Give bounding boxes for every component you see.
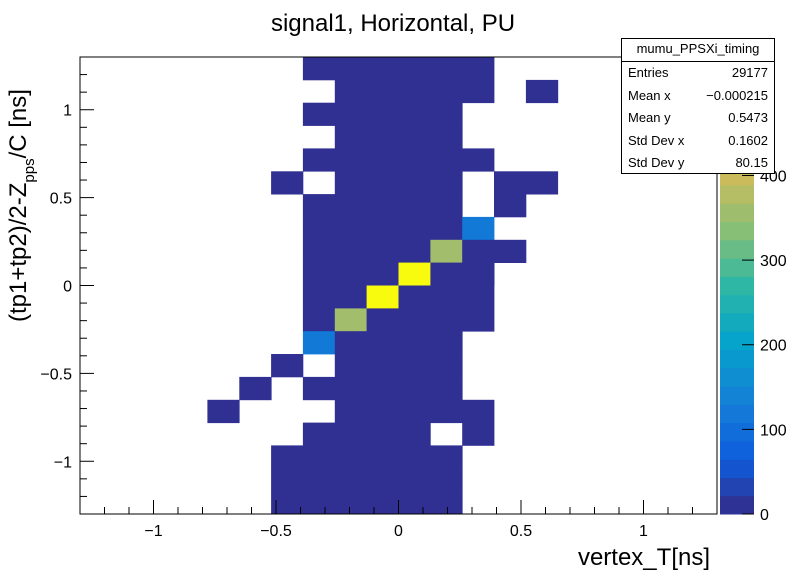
colorbar-tick-label: 300 (760, 253, 787, 270)
heatmap-bin (366, 308, 495, 332)
heatmap-bin (302, 422, 431, 446)
heatmap-bins (207, 57, 559, 515)
heatmap-bin (494, 171, 559, 195)
colorbar-segment (720, 386, 754, 405)
stats-label: Std Dev y (628, 155, 685, 171)
colorbar-segment (720, 349, 754, 369)
heatmap-bin (302, 376, 463, 401)
y-tick-label: −0.5 (40, 366, 72, 383)
stats-value: 29177 (731, 65, 768, 80)
y-axis-label-main: (tp1+tp2)/2-Z (5, 183, 32, 322)
stats-value: −0.000215 (706, 87, 768, 103)
stats-value: 80.15 (735, 155, 768, 171)
y-tick-label: 0.5 (50, 191, 72, 208)
heatmap-bin (302, 308, 336, 332)
stats-row-std-dev-x: Std Dev x 0.1602 (622, 130, 774, 153)
heatmap-bin (271, 468, 463, 492)
heatmap-bin (207, 399, 240, 424)
heatmap-bin (398, 262, 431, 286)
stats-value: 0.1602 (728, 132, 768, 148)
heatmap-bin (334, 354, 463, 378)
colorbar-segment (720, 294, 754, 314)
colorbar-segment (720, 239, 754, 259)
stats-label: Std Dev x (628, 132, 685, 148)
heatmap-bin (302, 102, 463, 126)
heatmap-bin (334, 125, 463, 149)
stats-label: Mean y (628, 110, 671, 126)
colorbar-segment (720, 312, 754, 332)
stats-label: Entries (628, 65, 669, 80)
colorbar-segment (720, 221, 754, 241)
y-axis-label: (tp1+tp2)/2-Zpps/C [ns] (5, 89, 38, 322)
stats-row-mean-y: Mean y 0.5473 (622, 107, 774, 130)
colorbar-segment (720, 185, 754, 204)
heatmap-bin (302, 194, 463, 218)
y-axis: −1 −0.5 0 0.5 1 (40, 56, 94, 515)
stats-row-std-dev-y: Std Dev y 80.15 (622, 152, 774, 175)
x-axis: −1 −0.5 0 0.5 1 (79, 500, 718, 540)
stats-value: 0.5473 (728, 110, 768, 126)
heatmap-bin (494, 194, 527, 218)
heatmap-bin (302, 57, 495, 81)
y-tick-label: 0 (63, 279, 72, 296)
colorbar-segment (720, 331, 754, 350)
chart-title: signal1, Horizontal, PU (271, 10, 515, 37)
y-axis-label-suffix: /C [ns] (5, 89, 32, 158)
heatmap-bin (525, 79, 559, 104)
heatmap-bin (271, 171, 304, 195)
heatmap-bin (302, 148, 495, 172)
heatmap-bin (302, 285, 367, 309)
svg-text:(tp1+tp2)/2-Zpps/C [ns]: (tp1+tp2)/2-Zpps/C [ns] (5, 89, 38, 322)
heatmap-bin (462, 422, 495, 446)
heatmap-bin (239, 376, 272, 401)
heatmap-bin (334, 308, 367, 332)
heatmap-bin (334, 331, 463, 355)
x-tick-label: 1 (639, 523, 648, 540)
heatmap-bin (302, 239, 431, 263)
colorbar-tick-label: 200 (760, 338, 787, 355)
heatmap-bin (302, 331, 336, 355)
x-tick-label: 0 (394, 523, 403, 540)
colorbar-segment (720, 203, 754, 222)
colorbar-segment (720, 276, 754, 296)
stats-row-entries: Entries 29177 (622, 62, 774, 85)
x-tick-label: −0.5 (260, 523, 292, 540)
heatmap-bin (366, 285, 399, 309)
heatmap-bin (398, 285, 495, 309)
heatmap-bin (462, 216, 495, 241)
heatmap-bin (271, 354, 304, 378)
x-tick-label: 0.5 (510, 523, 532, 540)
colorbar-segment (720, 477, 754, 497)
heatmap-bin (334, 171, 463, 195)
y-axis-label-subscript: pps (21, 158, 38, 182)
stats-title: mumu_PPSXi_timing (622, 39, 774, 62)
stats-row-mean-x: Mean x −0.000215 (622, 85, 774, 108)
heatmap-bin (334, 79, 495, 104)
colorbar-segment (720, 459, 754, 478)
colorbar-segment (720, 404, 754, 424)
colorbar-segment (720, 367, 754, 387)
stats-label: Mean x (628, 87, 671, 103)
stats-box: mumu_PPSXi_timing Entries 29177 Mean x −… (621, 38, 775, 174)
y-tick-label: −1 (54, 454, 72, 471)
colorbar-segment (720, 440, 754, 460)
y-tick-label: 1 (63, 103, 72, 120)
heatmap-bin (430, 239, 463, 263)
heatmap-bin (302, 216, 463, 241)
colorbar-segment (720, 495, 754, 515)
heatmap-bin (462, 239, 527, 263)
heatmap-bin (271, 491, 463, 515)
heatmap-bin (334, 399, 495, 424)
colorbar-segment (720, 422, 754, 442)
x-tick-label: −1 (144, 523, 162, 540)
heatmap-bin (271, 445, 463, 469)
x-axis-label: vertex_T[ns] (578, 544, 710, 571)
colorbar-tick-label: 0 (760, 507, 769, 524)
heatmap-bin (430, 262, 495, 286)
colorbar-tick-label: 100 (760, 422, 787, 439)
heatmap-bin (302, 262, 399, 286)
colorbar-segment (720, 258, 754, 277)
